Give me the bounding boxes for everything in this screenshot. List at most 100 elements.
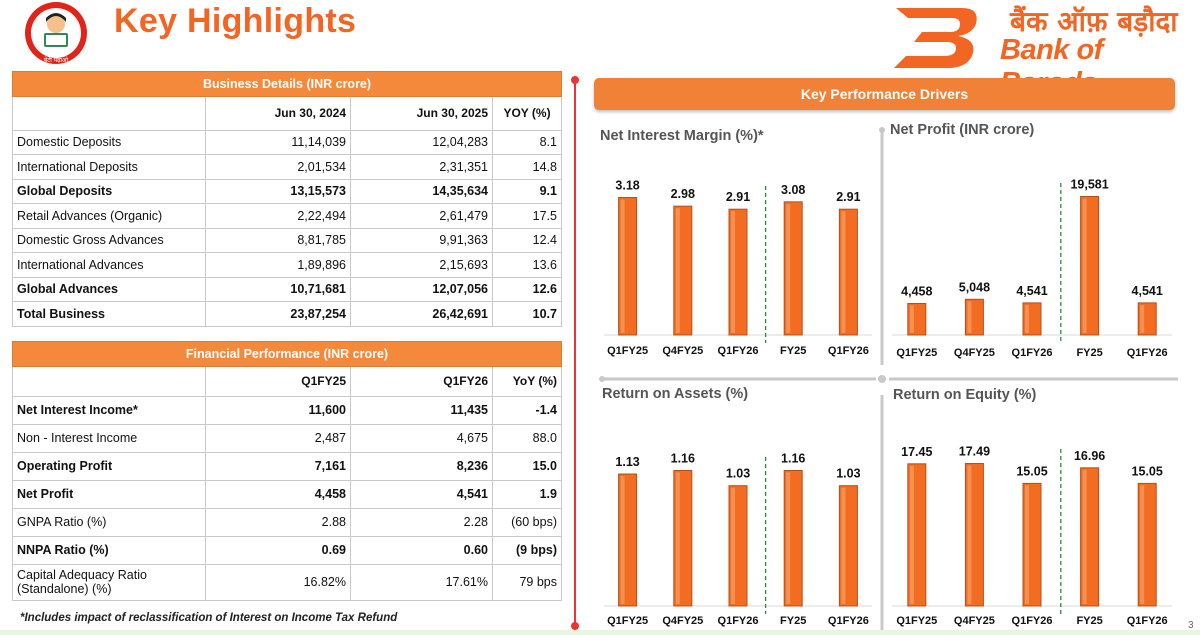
cell-value: 11,14,039 — [205, 129, 351, 155]
yoy-value: 15.0 — [492, 451, 562, 481]
business-details-table: Business Details (INR crore) Jun 30, 202… — [12, 71, 562, 327]
data-label: 15.05 — [1016, 464, 1047, 478]
page-number: 3 — [1188, 620, 1194, 631]
bar-highlight — [841, 487, 846, 604]
roe-chart-title: Return on Equity (%) — [893, 387, 1037, 403]
category-label: Q1FY26 — [718, 615, 759, 627]
bar-highlight — [967, 301, 972, 333]
category-label: Q4FY25 — [662, 345, 703, 357]
yoy-value: 79 bps — [492, 563, 562, 601]
table-row: Capital Adequacy Ratio (Standalone) (%) 1… — [12, 563, 562, 601]
panel-divider-dot — [879, 127, 885, 133]
bar-highlight — [909, 305, 914, 333]
cell-value: 4,458 — [205, 479, 351, 509]
bar-highlight — [620, 476, 625, 604]
data-label: 2.91 — [836, 190, 860, 204]
bar-highlight — [1025, 304, 1029, 333]
table-row: Global Deposits 13,15,573 14,35,634 9.1 — [12, 178, 562, 204]
category-label: Q1FY25 — [896, 615, 937, 627]
bar-highlight — [1082, 198, 1087, 333]
bar-highlight — [786, 203, 791, 333]
category-label: Q1FY26 — [1012, 347, 1053, 359]
data-label: 4,541 — [1132, 284, 1163, 298]
category-label: Q1FY25 — [607, 615, 648, 627]
category-label: Q1FY25 — [896, 347, 937, 359]
bar-highlight — [841, 211, 846, 333]
cell-value: 14,35,634 — [350, 178, 493, 204]
data-label: 4,541 — [1016, 284, 1047, 298]
data-label: 1.03 — [836, 467, 860, 481]
category-label: FY25 — [780, 615, 806, 627]
bottom-strip — [0, 630, 1200, 635]
row-label: International Deposits — [12, 154, 206, 180]
table-row: Net Profit 4,458 4,541 1.9 — [12, 479, 562, 509]
table-row: Net Interest Income* 11,600 11,435 -1.4 — [12, 395, 562, 425]
cell-value: 8,236 — [350, 451, 493, 481]
bank-of-baroda-logo-icon — [894, 8, 977, 68]
data-label: 4,458 — [901, 284, 932, 298]
bar-highlight — [1082, 469, 1087, 604]
data-label: 16.96 — [1074, 449, 1105, 463]
column-header: Q1FY25 — [205, 365, 351, 397]
data-label: 15.05 — [1132, 464, 1163, 478]
table-row: Domestic Deposits 11,14,039 12,04,283 8.1 — [12, 129, 562, 155]
yoy-value: 10.7 — [492, 301, 562, 327]
key-performance-drivers-banner: Key Performance Drivers — [594, 78, 1175, 110]
category-label: Q1FY26 — [1127, 615, 1168, 627]
row-label: GNPA Ratio (%) — [12, 507, 206, 537]
category-label: FY25 — [1076, 347, 1102, 359]
cell-value: 0.69 — [205, 535, 351, 565]
cell-value: 0.60 — [350, 535, 493, 565]
cell-value: 4,541 — [350, 479, 493, 509]
column-header: YOY (%) — [492, 95, 562, 131]
yoy-value: 8.1 — [492, 129, 562, 155]
bar-highlight — [675, 472, 680, 604]
bar-highlight — [675, 208, 680, 333]
row-label: Retail Advances (Organic) — [12, 203, 206, 229]
cell-value: 2,15,693 — [350, 252, 493, 278]
data-label: 1.03 — [726, 467, 750, 481]
panel-divider-dot — [599, 376, 605, 382]
vertical-divider — [574, 80, 576, 626]
table-row: Non - Interest Income 2,487 4,675 88.0 — [12, 423, 562, 453]
panel-divider-dot — [878, 375, 886, 383]
data-label: 1.16 — [671, 452, 695, 466]
yoy-value: 13.6 — [492, 252, 562, 278]
bar-highlight — [1140, 485, 1145, 604]
table-row: GNPA Ratio (%) 2.88 2.28 (60 bps) — [12, 507, 562, 537]
table-row: Total Business 23,87,254 26,42,691 10.7 — [12, 301, 562, 327]
category-label: Q4FY25 — [662, 615, 703, 627]
blank-header-cell — [12, 95, 206, 131]
beti-padhao-logo: बेटी पढ़ाओ — [25, 2, 87, 64]
cell-value: 2.88 — [205, 507, 351, 537]
divider-dot — [571, 622, 579, 630]
cell-value: 2,487 — [205, 423, 351, 453]
bar-highlight — [1025, 485, 1029, 604]
cell-value: 26,42,691 — [350, 301, 493, 327]
row-label: NNPA Ratio (%) — [12, 535, 206, 565]
bar-highlight — [620, 199, 625, 333]
data-label: 3.18 — [615, 179, 639, 193]
row-label: Net Profit — [12, 479, 206, 509]
cell-value: 2,61,479 — [350, 203, 493, 229]
bar-highlight — [731, 211, 735, 333]
logo-caption: बेटी पढ़ाओ — [44, 56, 69, 64]
bar-highlight — [1140, 304, 1145, 333]
footnote: *Includes impact of reclassification of … — [20, 612, 398, 624]
table-row: Operating Profit 7,161 8,236 15.0 — [12, 451, 562, 481]
row-label: Operating Profit — [12, 451, 206, 481]
category-label: Q1FY26 — [1127, 347, 1168, 359]
business-details-title: Business Details (INR crore) — [12, 71, 562, 97]
row-label: Total Business — [12, 301, 206, 327]
page-title: Key Highlights — [114, 2, 357, 40]
cell-value: 11,600 — [205, 395, 351, 425]
table-row: Domestic Gross Advances 8,81,785 9,91,363 1… — [12, 227, 562, 253]
cell-value: 11,435 — [350, 395, 493, 425]
cell-value: 13,15,573 — [205, 178, 351, 204]
category-label: Q1FY26 — [718, 345, 759, 357]
row-label: Net Interest Income* — [12, 395, 206, 425]
category-label: Q1FY25 — [607, 345, 648, 357]
category-label: Q4FY25 — [954, 615, 995, 627]
data-label: 17.49 — [959, 444, 990, 458]
